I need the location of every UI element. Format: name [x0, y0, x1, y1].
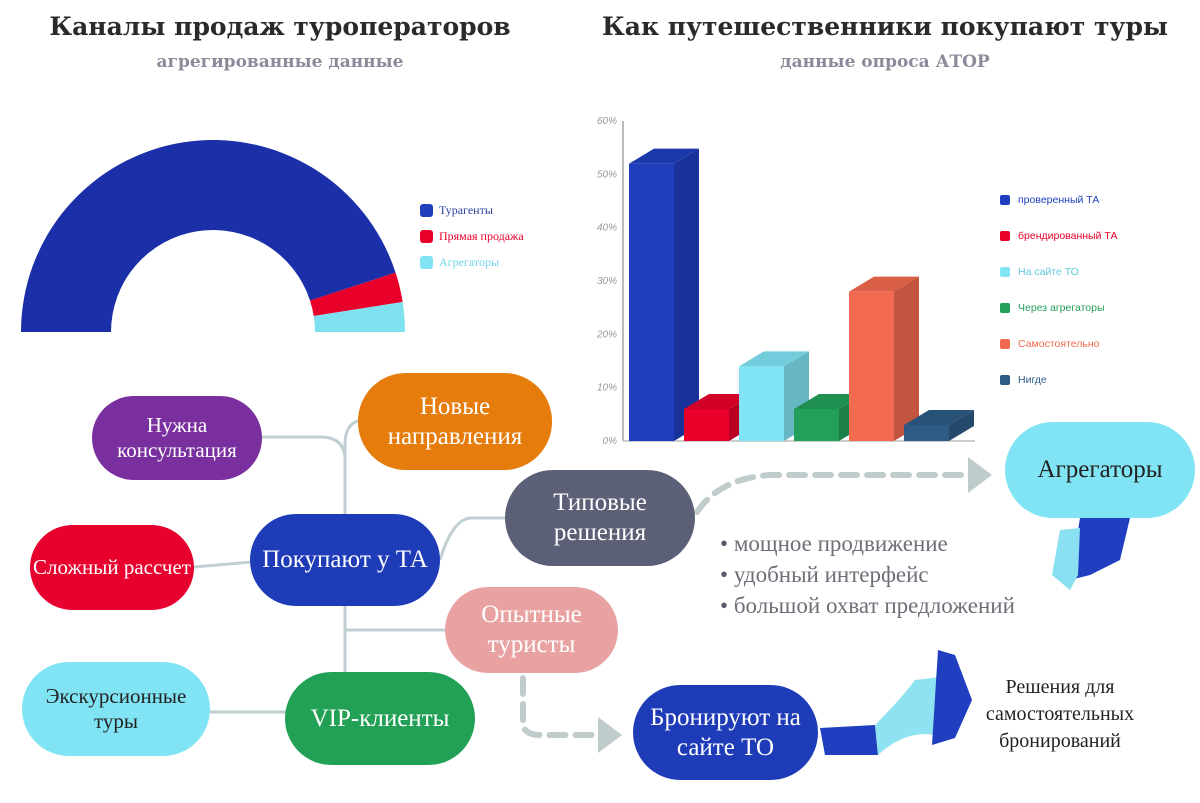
- bar-side: [674, 148, 699, 441]
- y-tick-label: 60%: [597, 116, 617, 127]
- legend-swatch: [1000, 375, 1010, 385]
- bar: [794, 409, 839, 441]
- dashed-arrows: [520, 457, 992, 753]
- bar: [739, 366, 784, 441]
- aggregator-benefits-list: мощное продвижение удобный интерфейс бол…: [720, 528, 1015, 621]
- semi-donut-chart: [21, 140, 405, 332]
- list-item: мощное продвижение: [720, 528, 1015, 559]
- y-tick-label: 50%: [597, 169, 617, 180]
- bar-legend-item: проверенный ТА: [1000, 194, 1099, 206]
- bar-chart: 0% 10% 20% 30% 40% 50% 60%: [596, 116, 975, 447]
- legend-label: Агрегаторы: [439, 255, 499, 269]
- bar-top: [629, 148, 699, 164]
- bar-legend-item: На сайте ТО: [1000, 266, 1079, 278]
- legend-label: Самостоятельно: [1018, 338, 1100, 350]
- donut-slice: [313, 301, 405, 332]
- legend-swatch: [1000, 303, 1010, 313]
- self-booking-note: Решения для самостоятельных бронирований: [985, 676, 1135, 752]
- bar: [629, 163, 674, 441]
- legend-label: Прямая продажа: [439, 229, 524, 243]
- legend-swatch: [420, 256, 433, 269]
- donut-legend-item: Агрегаторы: [420, 255, 499, 270]
- bar: [904, 425, 949, 441]
- node-experienced-tourists: Опытные туристы: [445, 587, 618, 673]
- bar-top: [739, 351, 809, 367]
- bar-legend-item: Через агрегаторы: [1000, 302, 1105, 314]
- node-buy-from-agents: Покупают у ТА: [250, 514, 440, 606]
- y-tick-label: 40%: [597, 223, 617, 234]
- legend-swatch: [1000, 231, 1010, 241]
- node-consultation: Нужна консультация: [92, 396, 262, 480]
- right-subtitle: данные опроса АТОР: [780, 52, 990, 72]
- list-item: большой охват предложений: [720, 590, 1015, 621]
- node-new-destinations: Новые направления: [358, 373, 552, 470]
- legend-swatch: [420, 230, 433, 243]
- donut-slice: [21, 140, 396, 332]
- left-subtitle: агрегированные данные: [156, 52, 404, 72]
- node-book-on-to-site: Бронируют на сайте ТО: [633, 685, 818, 780]
- legend-swatch: [1000, 339, 1010, 349]
- y-tick-label: 0%: [603, 436, 618, 447]
- node-aggregators: Агрегаторы: [1005, 422, 1195, 518]
- bar-legend-item: брендированный ТА: [1000, 230, 1117, 242]
- bar-side: [949, 410, 974, 441]
- node-complex-calc: Сложный рассчет: [30, 525, 194, 610]
- legend-label: На сайте ТО: [1018, 266, 1079, 278]
- node-typical-solutions: Типовые решения: [505, 470, 695, 566]
- legend-label: Нигде: [1018, 374, 1047, 386]
- legend-swatch: [420, 204, 433, 217]
- curved-arrow-icon: [1052, 518, 1130, 590]
- legend-swatch: [1000, 267, 1010, 277]
- donut-legend-item: Прямая продажа: [420, 229, 524, 244]
- legend-label: Турагенты: [439, 203, 493, 217]
- bar-legend-item: Нигде: [1000, 374, 1047, 386]
- bar: [684, 409, 729, 441]
- donut-legend-item: Турагенты: [420, 203, 493, 218]
- y-tick-label: 10%: [597, 383, 617, 394]
- curved-arrow-icon: [820, 650, 972, 755]
- legend-swatch: [1000, 195, 1010, 205]
- bar-top: [904, 410, 974, 425]
- legend-label: брендированный ТА: [1018, 230, 1118, 242]
- bar-side: [894, 276, 919, 441]
- donut-slice: [310, 272, 403, 317]
- bar-top: [794, 394, 864, 409]
- list-item: удобный интерфейс: [720, 559, 1015, 590]
- bar-legend-item: Самостоятельно: [1000, 338, 1099, 350]
- node-excursion-tours: Экскурсионные туры: [22, 662, 210, 756]
- y-tick-label: 20%: [596, 329, 617, 340]
- left-title: Каналы продаж туроператоров: [49, 12, 511, 41]
- bar-top: [849, 276, 919, 292]
- legend-label: Через агрегаторы: [1018, 302, 1105, 314]
- node-vip-clients: VIP-клиенты: [285, 672, 475, 765]
- bar-top: [684, 394, 754, 409]
- bar: [849, 291, 894, 441]
- y-tick-label: 30%: [597, 276, 617, 287]
- legend-label: проверенный ТА: [1018, 194, 1100, 206]
- right-title: Как путешественники покупают туры: [602, 12, 1168, 41]
